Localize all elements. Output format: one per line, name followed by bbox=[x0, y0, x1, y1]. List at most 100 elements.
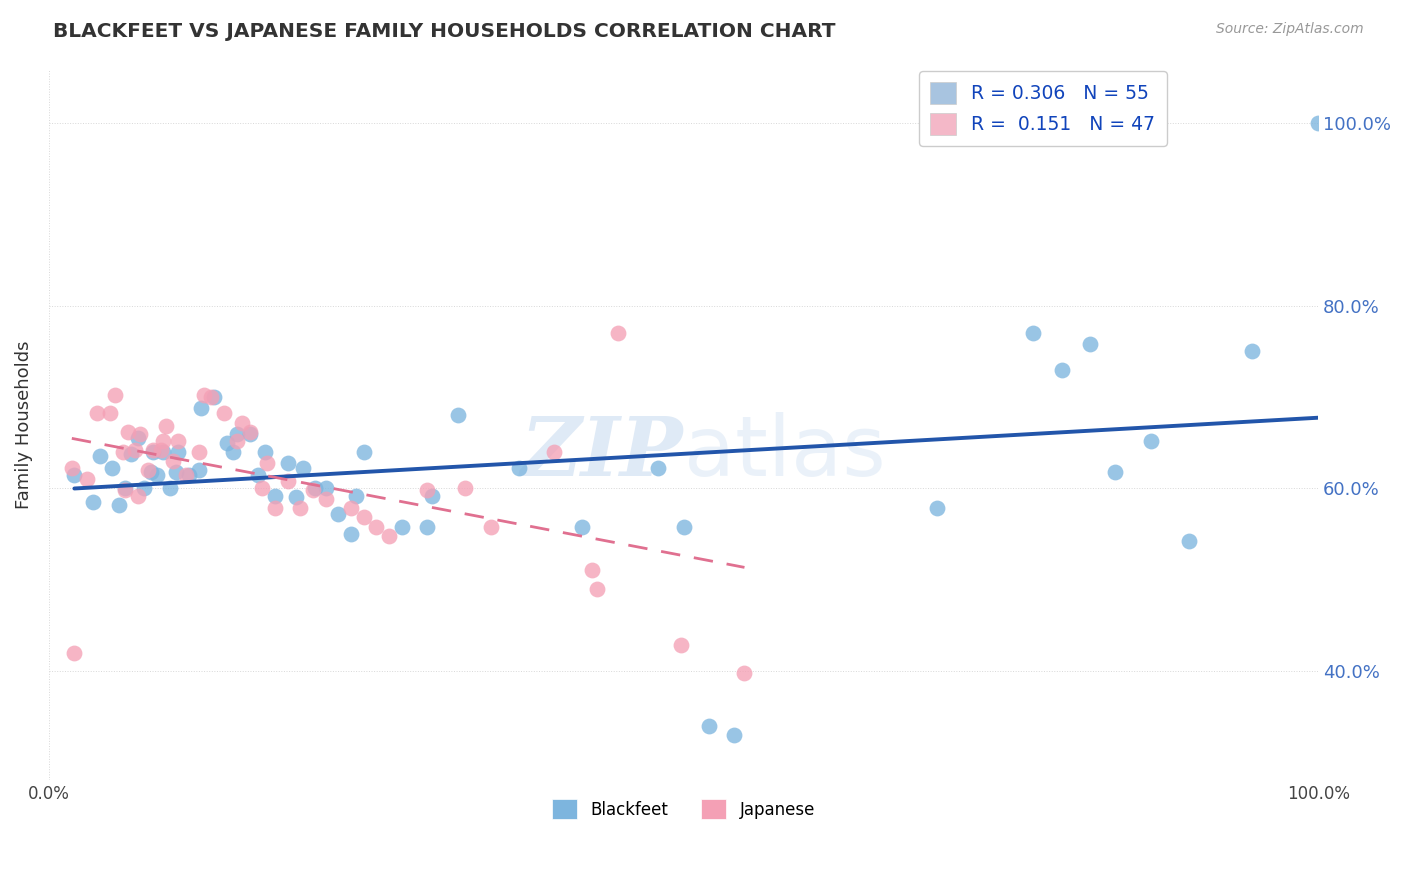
Point bbox=[586, 582, 609, 596]
Point bbox=[187, 444, 209, 458]
Point bbox=[136, 463, 159, 477]
Text: atlas: atlas bbox=[683, 412, 886, 493]
Point bbox=[63, 467, 86, 482]
Point bbox=[149, 442, 172, 457]
Point bbox=[353, 444, 375, 458]
Point bbox=[165, 465, 187, 479]
Point bbox=[63, 646, 86, 660]
Point bbox=[1104, 465, 1126, 479]
Point bbox=[264, 489, 287, 503]
Point bbox=[155, 419, 177, 434]
Point bbox=[391, 519, 413, 533]
Point bbox=[89, 450, 111, 464]
Point bbox=[253, 444, 276, 458]
Point bbox=[378, 529, 401, 543]
Point bbox=[222, 444, 245, 458]
Point bbox=[479, 519, 502, 533]
Point bbox=[152, 434, 174, 448]
Point bbox=[238, 425, 260, 439]
Point bbox=[543, 444, 565, 458]
Point bbox=[231, 416, 253, 430]
Point bbox=[177, 467, 200, 482]
Point bbox=[571, 519, 593, 533]
Point bbox=[1241, 344, 1264, 359]
Point bbox=[225, 426, 247, 441]
Point bbox=[250, 481, 273, 495]
Point bbox=[98, 407, 121, 421]
Point bbox=[238, 426, 260, 441]
Point bbox=[1177, 534, 1199, 549]
Point bbox=[1078, 337, 1101, 351]
Point bbox=[159, 481, 181, 495]
Point bbox=[142, 444, 165, 458]
Point bbox=[416, 483, 439, 497]
Point bbox=[669, 638, 692, 652]
Point bbox=[454, 481, 477, 495]
Point bbox=[344, 489, 367, 503]
Point bbox=[139, 465, 162, 479]
Point bbox=[285, 491, 308, 505]
Text: BLACKFEET VS JAPANESE FAMILY HOUSEHOLDS CORRELATION CHART: BLACKFEET VS JAPANESE FAMILY HOUSEHOLDS … bbox=[53, 22, 837, 41]
Point bbox=[174, 467, 197, 482]
Point bbox=[420, 489, 443, 503]
Point bbox=[606, 326, 628, 340]
Point bbox=[315, 492, 337, 507]
Point bbox=[315, 481, 337, 495]
Point bbox=[142, 442, 165, 457]
Point bbox=[225, 434, 247, 448]
Point bbox=[508, 461, 530, 475]
Point bbox=[647, 461, 669, 475]
Point bbox=[1021, 326, 1043, 340]
Point bbox=[340, 501, 363, 516]
Point bbox=[1308, 116, 1330, 130]
Point bbox=[101, 461, 124, 475]
Point bbox=[723, 728, 745, 742]
Point bbox=[86, 407, 108, 421]
Point bbox=[193, 388, 215, 402]
Point bbox=[76, 472, 98, 486]
Point bbox=[1050, 362, 1073, 376]
Point bbox=[121, 447, 143, 461]
Point bbox=[187, 463, 209, 477]
Point bbox=[247, 467, 270, 482]
Point bbox=[134, 481, 156, 495]
Point bbox=[114, 481, 136, 495]
Legend: Blackfeet, Japanese: Blackfeet, Japanese bbox=[546, 793, 823, 825]
Point bbox=[127, 489, 149, 503]
Point bbox=[167, 444, 190, 458]
Point bbox=[215, 435, 238, 450]
Point bbox=[733, 665, 755, 680]
Text: Source: ZipAtlas.com: Source: ZipAtlas.com bbox=[1216, 22, 1364, 37]
Point bbox=[1139, 434, 1161, 448]
Point bbox=[152, 444, 174, 458]
Point bbox=[290, 501, 312, 516]
Point bbox=[581, 563, 603, 577]
Point bbox=[212, 407, 235, 421]
Point bbox=[129, 426, 152, 441]
Point bbox=[190, 401, 212, 415]
Point bbox=[291, 461, 314, 475]
Point bbox=[146, 467, 169, 482]
Point bbox=[340, 527, 363, 541]
Point bbox=[107, 498, 129, 512]
Point bbox=[672, 519, 695, 533]
Point bbox=[167, 434, 190, 448]
Point bbox=[366, 519, 388, 533]
Point bbox=[127, 431, 149, 445]
Point bbox=[446, 409, 468, 423]
Point bbox=[60, 461, 83, 475]
Point bbox=[264, 501, 287, 516]
Y-axis label: Family Households: Family Households bbox=[15, 340, 32, 508]
Point bbox=[256, 456, 278, 470]
Point bbox=[82, 495, 104, 509]
Point bbox=[117, 425, 139, 439]
Text: ZIP: ZIP bbox=[522, 413, 683, 493]
Point bbox=[277, 474, 299, 488]
Point bbox=[927, 501, 949, 516]
Point bbox=[111, 444, 134, 458]
Point bbox=[697, 718, 720, 732]
Point bbox=[353, 510, 375, 524]
Point bbox=[302, 483, 325, 497]
Point bbox=[202, 390, 225, 404]
Point bbox=[328, 507, 350, 521]
